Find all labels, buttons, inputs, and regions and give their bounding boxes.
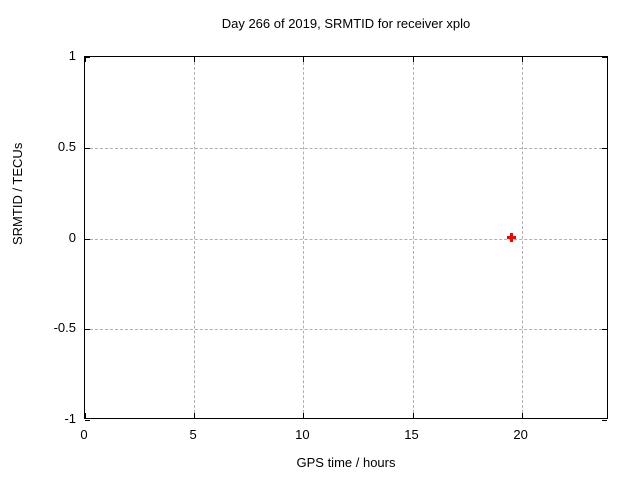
x-tick-label: 0 [80,427,88,442]
y-gridline [85,329,607,331]
x-gridline [521,57,523,418]
y-tick-mark [602,420,607,421]
y-tick-label: 0 [68,229,76,245]
x-tick-mark [194,413,196,418]
x-gridline [194,57,196,418]
x-tick-mark [412,413,414,418]
y-tick-mark [85,238,90,240]
plot-area [84,56,608,421]
x-tick-mark [412,57,414,62]
data-point-marker [507,233,517,242]
x-tick-mark [521,413,523,418]
x-axis-label: GPS time / hours [296,455,396,470]
y-tick-mark [602,238,607,240]
x-tick-mark [303,57,305,62]
x-tick-label: 10 [295,427,310,442]
y-tick-mark [85,57,90,58]
x-tick-mark [194,57,196,62]
y-tick-label: 1 [68,48,76,63]
x-tick-label: 5 [189,427,197,442]
marker-vertical-bar [510,233,514,242]
x-tick-mark [303,413,305,418]
y-tick-label: 0.5 [57,138,76,154]
y-tick-mark [85,329,90,331]
x-tick-label: 15 [404,427,419,442]
chart-title: Day 266 of 2019, SRMTID for receiver xpl… [221,16,471,31]
y-tick-mark [85,147,90,149]
x-gridline [303,57,305,418]
y-tick-label: -1 [64,411,76,426]
x-tick-mark [85,57,86,62]
y-gridline [85,238,607,240]
y-tick-mark [85,420,90,421]
y-tick-mark [602,329,607,331]
x-tick-mark [521,57,523,62]
x-tick-mark [85,413,86,418]
x-tick-label: 20 [513,427,528,442]
y-gridline [85,147,607,149]
y-tick-mark [602,147,607,149]
x-gridline [412,57,414,418]
y-tick-mark [602,57,607,58]
y-tick-label: -0.5 [53,320,76,336]
